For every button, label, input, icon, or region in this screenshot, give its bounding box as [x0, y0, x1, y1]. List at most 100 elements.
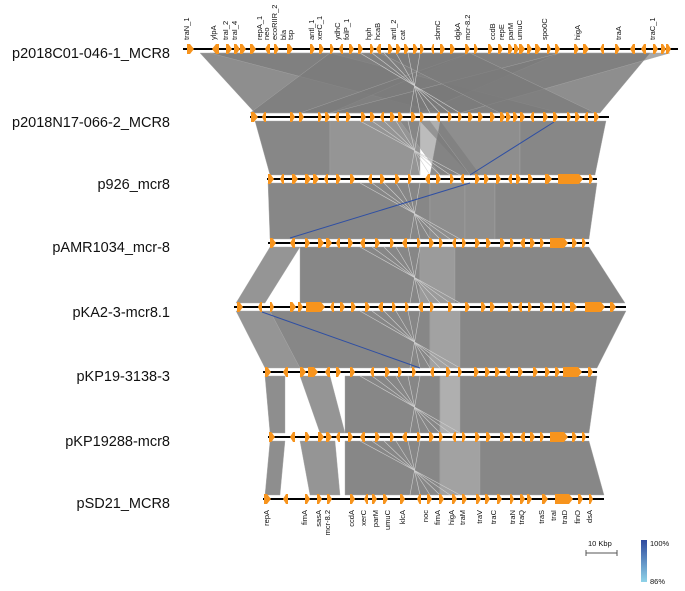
gene-arrow — [365, 302, 370, 312]
bottom-gene-label: sasA — [314, 510, 323, 527]
gene-arrow — [600, 44, 604, 54]
gene-arrow — [265, 367, 271, 377]
gene-arrow — [535, 44, 541, 54]
homology-link — [464, 182, 496, 240]
gene-arrow — [292, 174, 298, 184]
gene-arrow — [518, 367, 523, 377]
gene-arrow — [318, 432, 324, 442]
gene-arrow — [212, 44, 219, 54]
gene-arrow — [570, 302, 577, 312]
gene-arrow — [505, 367, 510, 377]
gene-arrow — [368, 174, 372, 184]
gene-arrow — [475, 432, 480, 442]
gene-arrow — [404, 44, 409, 54]
rearrangement-link — [407, 310, 421, 369]
gene-arrow — [335, 112, 339, 122]
gene-arrow — [299, 112, 304, 122]
gene-arrow — [336, 238, 340, 248]
gene-arrow — [513, 112, 518, 122]
gene-arrow — [305, 238, 310, 248]
gene-arrow — [429, 238, 434, 248]
gene-arrow — [540, 432, 544, 442]
top-gene-label: umuC — [515, 19, 524, 40]
gene-arrow — [555, 44, 560, 54]
gene-arrow — [555, 494, 573, 504]
gene-arrow — [474, 367, 479, 377]
gene-arrow — [240, 44, 246, 54]
gene-arrow — [578, 494, 583, 504]
bottom-gene-label: noc — [421, 510, 430, 522]
gene-arrow — [490, 112, 495, 122]
gene-arrow — [350, 174, 355, 184]
gene-arrow — [563, 367, 582, 377]
rearrangement-link — [383, 120, 441, 176]
gene-arrow — [375, 238, 380, 248]
rearrangement-link — [409, 375, 421, 434]
gene-arrow — [270, 302, 274, 312]
gene-arrow — [485, 494, 490, 504]
top-gene-label: bla — [279, 29, 288, 40]
gene-arrow — [310, 44, 315, 54]
gene-arrow — [283, 494, 288, 504]
homology-link — [267, 182, 431, 240]
gene-arrow — [390, 432, 394, 442]
top-gene-label: ydhC — [333, 22, 342, 40]
rearrangement-link — [395, 52, 431, 114]
bottom-gene-label: higA — [447, 510, 456, 525]
gene-arrow — [530, 112, 534, 122]
gene-arrow — [439, 238, 443, 248]
gene-arrow — [550, 432, 568, 442]
gene-arrow — [550, 238, 568, 248]
identity-legend: 100% 86% — [641, 539, 670, 586]
gene-arrow — [495, 367, 500, 377]
gene-arrow — [346, 112, 351, 122]
gene-arrow — [510, 238, 514, 248]
gene-arrow — [574, 44, 579, 54]
plasmid-name: pKP19288-mcr8 — [65, 434, 170, 450]
rearrangement-link — [383, 375, 441, 434]
gene-arrow — [474, 44, 478, 54]
rearrangement-link — [409, 182, 421, 240]
homology-link — [459, 310, 627, 369]
plasmid-track: pKP19-3138-3 — [76, 367, 597, 385]
gene-arrow — [336, 432, 340, 442]
bottom-gene-label: finO — [573, 510, 582, 524]
plasmid-name: pKA2-3-mcr8.1 — [72, 305, 170, 321]
gene-arrow — [490, 302, 495, 312]
top-gene-label: antl_1 — [307, 20, 316, 40]
gene-arrow — [327, 494, 332, 504]
top-gene-label: traI_4 — [230, 21, 239, 40]
rearrangement-link — [407, 182, 421, 240]
gene-arrow — [258, 302, 262, 312]
top-gene-label: higA — [573, 25, 582, 40]
gene-arrow — [498, 44, 503, 54]
gene-arrow — [527, 44, 532, 54]
homology-link — [299, 375, 346, 434]
gene-arrow — [430, 367, 434, 377]
identity-gradient — [641, 540, 647, 582]
gene-arrow — [452, 432, 456, 442]
bottom-gene-label: parM — [371, 510, 380, 527]
gene-arrow — [430, 302, 434, 312]
gene-arrow — [402, 432, 407, 442]
top-gene-label: folP_1 — [342, 19, 351, 40]
rearrangement-link — [359, 246, 461, 304]
gene-arrow — [417, 494, 421, 504]
top-gene-label: parM — [506, 23, 515, 40]
top-gene-label: tsp — [286, 30, 295, 40]
gene-arrow — [375, 432, 380, 442]
gene-arrow — [306, 302, 325, 312]
gene-arrow — [540, 302, 545, 312]
gene-arrow — [318, 112, 322, 122]
bottom-gene-labels: repA fimA sasA mcr-8.2 ccdA xerC parM umuC klcA n… — [262, 509, 594, 535]
gene-arrow — [497, 494, 502, 504]
rearrangement-link — [407, 375, 421, 434]
plasmid-name: p926_mcr8 — [97, 177, 170, 193]
gene-arrow — [392, 302, 396, 312]
plasmid-name: pAMR1034_mcr-8 — [52, 240, 170, 256]
gene-arrow — [452, 238, 456, 248]
rearrangement-link — [395, 375, 431, 434]
bottom-gene-label: ccdA — [347, 510, 356, 527]
